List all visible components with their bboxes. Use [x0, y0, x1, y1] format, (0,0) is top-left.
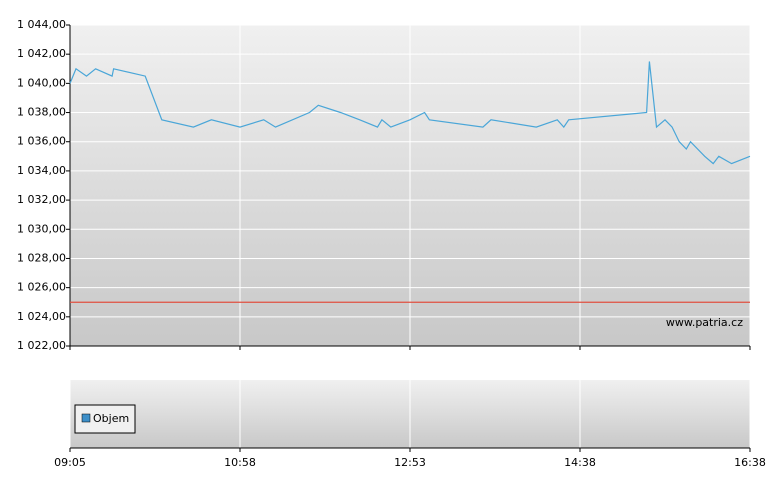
y-tick-label: 1 032,00	[17, 193, 66, 206]
legend-swatch	[81, 413, 91, 423]
y-tick-label: 1 036,00	[17, 135, 66, 148]
y-tick-label: 1 028,00	[17, 251, 66, 264]
y-tick-label: 1 040,00	[17, 76, 66, 89]
y-tick-label: 1 030,00	[17, 222, 66, 235]
y-tick-label: 1 022,00	[17, 339, 66, 352]
y-tick-label: 1 038,00	[17, 106, 66, 119]
price-line	[69, 61, 751, 165]
legend-label: Objem	[93, 412, 129, 425]
y-tick-label: 1 034,00	[17, 164, 66, 177]
x-tick-label: 09:05	[54, 456, 86, 469]
x-tick-label: 14:38	[564, 456, 596, 469]
y-tick-label: 1 026,00	[17, 281, 66, 294]
y-tick-label: 1 024,00	[17, 310, 66, 323]
x-tick-label: 16:38	[734, 456, 766, 469]
x-tick-label: 10:58	[224, 456, 256, 469]
x-tick-label: 12:53	[394, 456, 426, 469]
y-tick-label: 1 044,00	[17, 18, 66, 31]
y-tick-label: 1 042,00	[17, 47, 66, 60]
watermark: www.patria.cz	[666, 316, 743, 329]
